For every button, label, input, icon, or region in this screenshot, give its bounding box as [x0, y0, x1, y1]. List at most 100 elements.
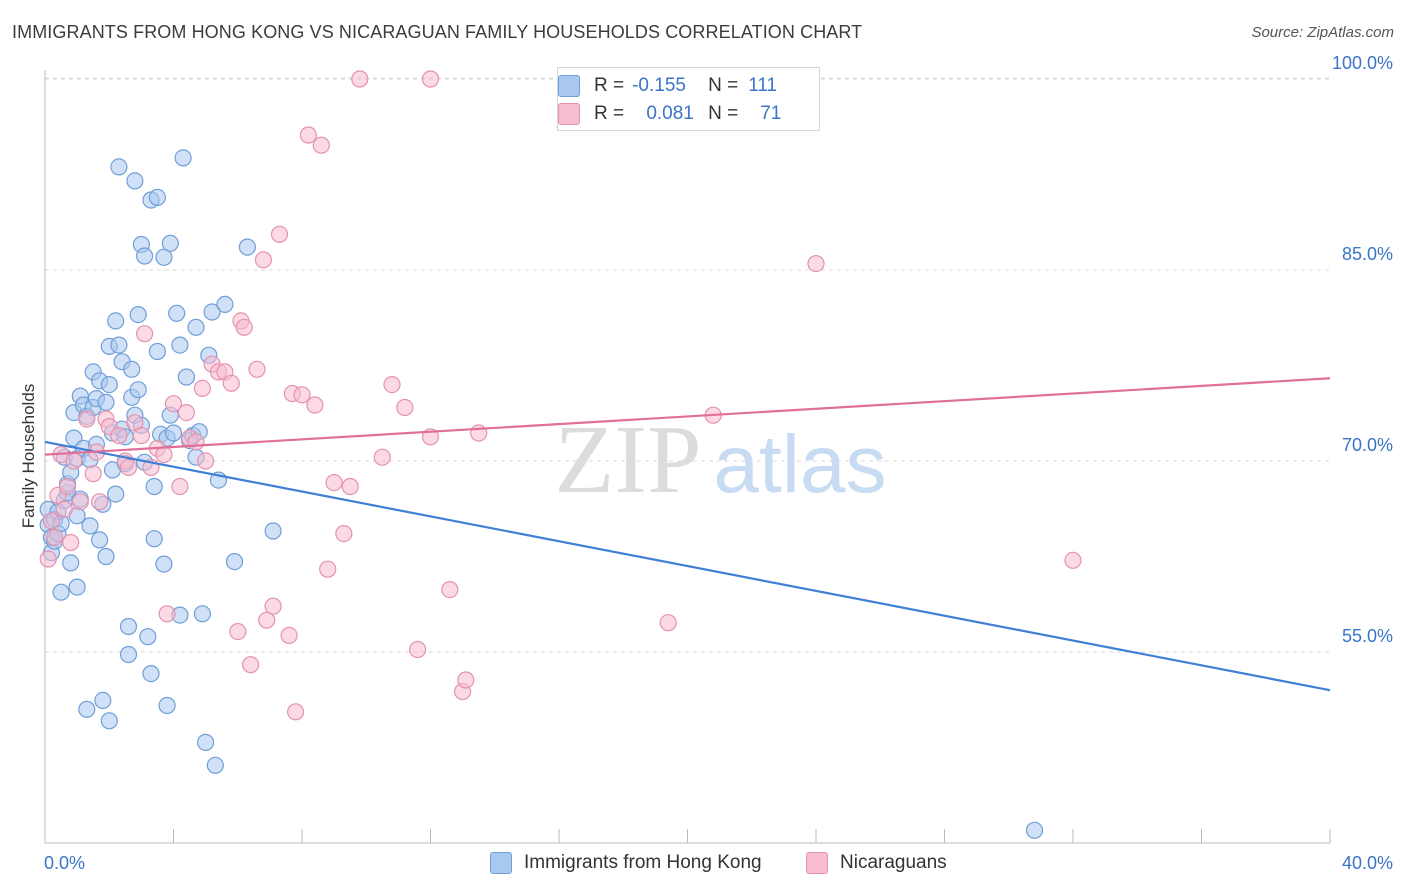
- chart-title: IMMIGRANTS FROM HONG KONG VS NICARAGUAN …: [12, 22, 863, 42]
- legend-item-hong-kong: Immigrants from Hong Kong: [490, 852, 762, 874]
- point-nicaraguans: [164, 395, 183, 413]
- legend-r-label: R =: [594, 75, 625, 96]
- point-hong-kong: [119, 645, 138, 664]
- point-hong-kong: [158, 696, 176, 715]
- point-hong-kong: [148, 188, 166, 206]
- series-nicaraguans-points: [39, 70, 1082, 721]
- point-nicaraguans: [470, 424, 488, 442]
- point-hong-kong: [81, 517, 99, 535]
- point-nicaraguans: [136, 325, 154, 343]
- point-nicaraguans: [110, 426, 128, 445]
- trend-lines: [44, 377, 1331, 692]
- point-hong-kong: [110, 158, 128, 176]
- point-nicaraguans: [351, 70, 369, 88]
- point-nicaraguans: [659, 614, 677, 632]
- y-tick-label: 55.0%: [1342, 626, 1393, 646]
- point-nicaraguans: [119, 458, 138, 476]
- point-nicaraguans: [62, 533, 80, 552]
- tick-labels: 55.0% 70.0% 85.0% 100.0% 0.0% 40.0%: [44, 53, 1393, 873]
- point-hong-kong: [119, 617, 138, 636]
- point-nicaraguans: [248, 360, 266, 378]
- watermark: ZIP atlas: [555, 406, 887, 514]
- legend-r-value: -0.155: [632, 75, 686, 96]
- point-nicaraguans: [197, 452, 215, 470]
- point-nicaraguans: [78, 410, 96, 428]
- point-nicaraguans: [373, 448, 391, 466]
- point-nicaraguans: [55, 500, 73, 518]
- point-hong-kong: [216, 295, 234, 313]
- point-hong-kong: [177, 368, 195, 386]
- point-nicaraguans: [293, 386, 311, 404]
- legend-swatch-pink: [558, 103, 580, 125]
- point-hong-kong: [171, 336, 189, 354]
- point-nicaraguans: [325, 474, 343, 492]
- point-hong-kong: [62, 554, 80, 572]
- point-hong-kong: [129, 381, 147, 399]
- point-hong-kong: [52, 583, 70, 601]
- legend-label-nicaraguans: Nicaraguans: [840, 852, 947, 873]
- legend-r-label: R =: [594, 103, 625, 124]
- point-nicaraguans: [421, 70, 440, 88]
- point-nicaraguans: [71, 493, 89, 511]
- point-nicaraguans: [807, 255, 825, 273]
- point-nicaraguans: [264, 597, 282, 615]
- point-hong-kong: [97, 393, 115, 411]
- point-hong-kong: [238, 238, 256, 256]
- point-nicaraguans: [193, 379, 211, 397]
- point-hong-kong: [168, 304, 186, 322]
- point-nicaraguans: [155, 446, 173, 464]
- point-hong-kong: [107, 485, 125, 503]
- point-hong-kong: [142, 664, 160, 683]
- legend-row-nicaraguans: R = 0.081 N = 71: [558, 101, 781, 127]
- watermark-atlas: atlas: [713, 419, 886, 510]
- point-nicaraguans: [457, 671, 475, 689]
- point-nicaraguans: [319, 560, 337, 578]
- point-hong-kong: [264, 522, 282, 540]
- point-hong-kong: [126, 172, 144, 190]
- point-hong-kong: [225, 552, 244, 571]
- point-hong-kong: [148, 342, 166, 361]
- y-tick-label: 100.0%: [1332, 53, 1393, 73]
- legend-swatch-blue: [490, 852, 512, 874]
- legend-n-label: N =: [708, 103, 739, 124]
- legend-label-hong-kong: Immigrants from Hong Kong: [524, 852, 762, 873]
- legend-n-label: N =: [708, 75, 739, 96]
- legend-item-nicaraguans: Nicaraguans: [806, 852, 947, 874]
- point-hong-kong: [97, 547, 115, 566]
- point-hong-kong: [193, 605, 211, 623]
- point-nicaraguans: [287, 703, 305, 721]
- point-nicaraguans: [187, 433, 205, 451]
- point-nicaraguans: [58, 477, 77, 496]
- point-hong-kong: [100, 376, 118, 394]
- legend-r-value: 0.081: [646, 103, 694, 124]
- point-nicaraguans: [65, 452, 83, 470]
- point-hong-kong: [145, 530, 163, 548]
- point-hong-kong: [136, 247, 154, 265]
- point-hong-kong: [107, 312, 125, 330]
- trendline-hong-kong: [44, 440, 1331, 692]
- y-tick-label: 70.0%: [1342, 435, 1393, 455]
- point-hong-kong: [197, 733, 215, 752]
- point-nicaraguans: [280, 626, 298, 645]
- point-nicaraguans: [258, 611, 276, 629]
- legend-n-value: 111: [748, 75, 778, 96]
- point-nicaraguans: [39, 550, 57, 568]
- point-hong-kong: [110, 336, 128, 354]
- trendline-nicaraguans: [44, 377, 1331, 456]
- y-axis-label: Family Households: [19, 383, 38, 529]
- legend-swatch-pink: [806, 852, 828, 874]
- axes: [44, 70, 1331, 844]
- y-tick-label: 85.0%: [1342, 244, 1393, 264]
- point-nicaraguans: [90, 493, 109, 511]
- point-hong-kong: [164, 424, 183, 442]
- point-nicaraguans: [132, 426, 150, 445]
- point-nicaraguans: [254, 251, 272, 269]
- x-tick-label-max: 40.0%: [1342, 853, 1393, 873]
- point-nicaraguans: [341, 477, 359, 496]
- point-nicaraguans: [222, 374, 240, 392]
- source-credit: Source: ZipAtlas.com: [1251, 24, 1394, 41]
- point-hong-kong: [129, 306, 147, 324]
- point-hong-kong: [155, 248, 173, 266]
- point-nicaraguans: [242, 656, 260, 674]
- point-hong-kong: [206, 756, 224, 774]
